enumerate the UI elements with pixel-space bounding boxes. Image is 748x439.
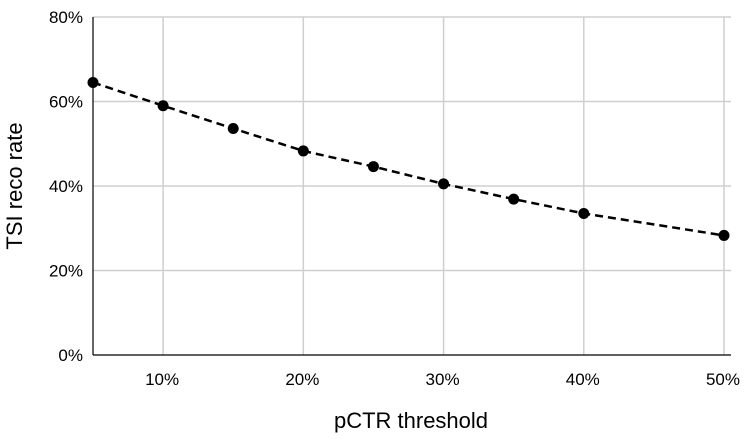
x-tick-label: 40% bbox=[566, 370, 600, 389]
data-point bbox=[718, 229, 730, 241]
data-series bbox=[87, 76, 730, 241]
data-point bbox=[367, 161, 379, 173]
x-tick-label: 30% bbox=[426, 370, 460, 389]
data-point bbox=[508, 193, 520, 205]
data-point bbox=[578, 207, 590, 219]
series-line bbox=[92, 81, 725, 237]
data-point bbox=[227, 123, 239, 135]
y-tick-label: 80% bbox=[49, 8, 83, 27]
data-point bbox=[157, 100, 169, 112]
x-tick-label: 20% bbox=[285, 370, 319, 389]
x-tick-labels: 10% 20% 30% 40% 50% bbox=[145, 370, 740, 389]
y-tick-label: 60% bbox=[49, 93, 83, 112]
data-point bbox=[87, 76, 99, 88]
data-point bbox=[438, 178, 450, 190]
y-tick-label: 20% bbox=[49, 262, 83, 281]
x-tick-label: 50% bbox=[706, 370, 740, 389]
y-tick-label: 40% bbox=[49, 177, 83, 196]
x-axis-title: pCTR threshold bbox=[334, 408, 488, 433]
y-tick-labels: 0% 20% 40% 60% 80% bbox=[49, 8, 83, 365]
y-tick-label: 0% bbox=[58, 346, 83, 365]
grid bbox=[93, 16, 731, 355]
data-point bbox=[297, 145, 309, 157]
x-tick-label: 10% bbox=[145, 370, 179, 389]
y-axis-title: TSI reco rate bbox=[2, 122, 27, 249]
axes bbox=[92, 17, 731, 356]
